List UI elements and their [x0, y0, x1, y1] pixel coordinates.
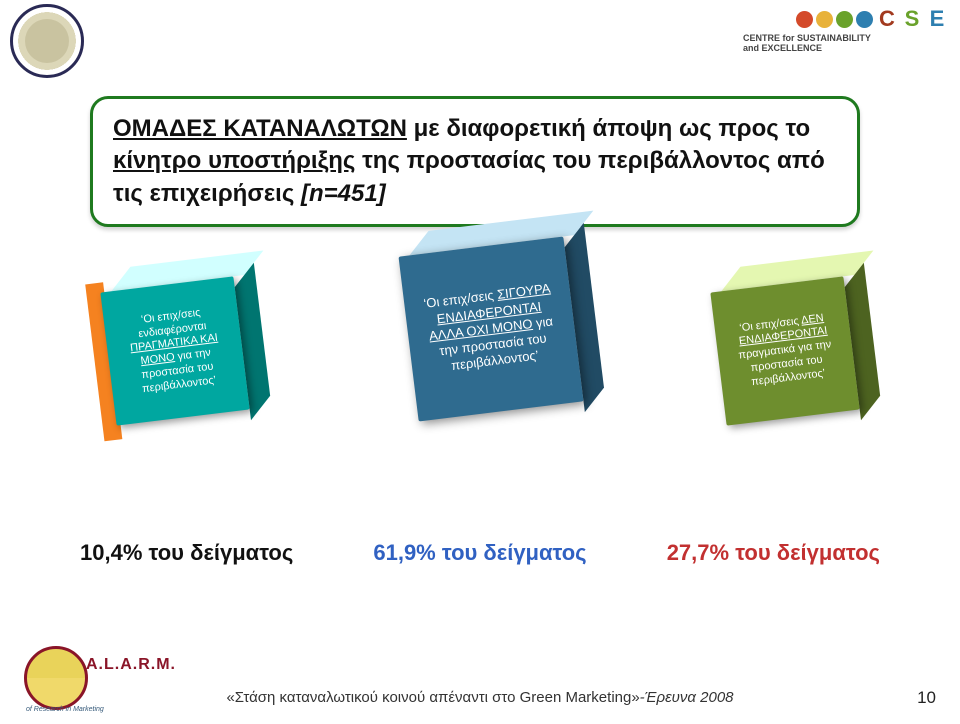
stat-value: 61,9% [373, 540, 435, 565]
alarm-sub: of Research in Marketing [26, 706, 104, 713]
stat-value: 10,4% [80, 540, 142, 565]
segment-cube-1: ‘Οι επιχ/σεις ενδιαφέρονται ΠΡΑΓΜΑΤΙΚΑ Κ… [100, 276, 249, 425]
cubes-band: ‘Οι επιχ/σεις ενδιαφέρονται ΠΡΑΓΜΑΤΙΚΑ Κ… [0, 220, 960, 520]
cse-branding: C S E CENTRE for SUSTAINABILITY and EXCE… [743, 6, 948, 54]
segment-cube-3: ‘Οι επιχ/σεις ΔΕΝ ΕΝΔΙΑΦΕΡΟΝΤΑΙ πραγματι… [710, 276, 859, 425]
logo-dot [796, 11, 813, 28]
cube-text: ‘Οι επιχ/σεις ΔΕΝ ΕΝΔΙΑΦΕΡΟΝΤΑΙ πραγματι… [726, 310, 844, 392]
title-text: με διαφορετική άποψη ως προς το [407, 115, 810, 142]
cse-tagline-2: and EXCELLENCE [743, 44, 948, 54]
stat-3: 27,7% του δείγματος [667, 540, 880, 566]
cse-logo: C S E [743, 6, 948, 32]
alarm-brand: A.L.A.R.M. [86, 656, 176, 674]
cube-front-face: ‘Οι επιχ/σεις ΔΕΝ ΕΝΔΙΑΦΕΡΟΝΤΑΙ πραγματι… [710, 276, 859, 425]
slide-title: ΟΜΑΔΕΣ ΚΑΤΑΝΑΛΩΤΩΝ με διαφορετική άποψη … [90, 96, 860, 227]
footer-caption: «Στάση καταναλωτικού κοινού απέναντι στο… [0, 689, 960, 706]
footer-tail: -Έρευνα 2008 [640, 689, 734, 706]
page-number: 10 [917, 688, 936, 708]
logo-dot [836, 11, 853, 28]
cse-letter: S [901, 6, 923, 32]
stat-label: του δείγματος [436, 540, 587, 565]
cube-text: ‘Οι επιχ/σεις ΣΙΓΟΥΡΑ ΕΝΔΙΑΦΕΡΟΝΤΑΙ ΑΛΛΑ… [416, 280, 567, 378]
footer-quote: «Στάση καταναλωτικού κοινού απέναντι στο… [226, 689, 639, 706]
segment-cube-2: ‘Οι επιχ/σεις ΣΙΓΟΥΡΑ ΕΝΔΙΑΦΕΡΟΝΤΑΙ ΑΛΛΑ… [399, 237, 584, 422]
stat-2: 61,9% του δείγματος [373, 540, 586, 566]
stat-value: 27,7% [667, 540, 729, 565]
stats-row: 10,4% του δείγματος 61,9% του δείγματος … [0, 540, 960, 566]
title-sample-size: [n=451] [301, 180, 386, 207]
stat-label: του δείγματος [142, 540, 293, 565]
stat-label: του δείγματος [729, 540, 880, 565]
seal-icon [10, 4, 84, 78]
cube-text: ‘Οι επιχ/σεις ενδιαφέρονται ΠΡΑΓΜΑΤΙΚΑ Κ… [115, 303, 234, 398]
cse-letter: C [876, 6, 898, 32]
logo-dot [816, 11, 833, 28]
cube-front-face: ‘Οι επιχ/σεις ΣΙΓΟΥΡΑ ΕΝΔΙΑΦΕΡΟΝΤΑΙ ΑΛΛΑ… [399, 237, 584, 422]
title-lead: ΟΜΑΔΕΣ ΚΑΤΑΝΑΛΩΤΩΝ [113, 115, 407, 142]
cse-letter: E [926, 6, 948, 32]
cube-front-face: ‘Οι επιχ/σεις ενδιαφέρονται ΠΡΑΓΜΑΤΙΚΑ Κ… [100, 276, 249, 425]
title-underline: κίνητρο υποστήριξης [113, 147, 355, 174]
logo-dot [856, 11, 873, 28]
institution-seal [10, 4, 86, 84]
stat-1: 10,4% του δείγματος [80, 540, 293, 566]
